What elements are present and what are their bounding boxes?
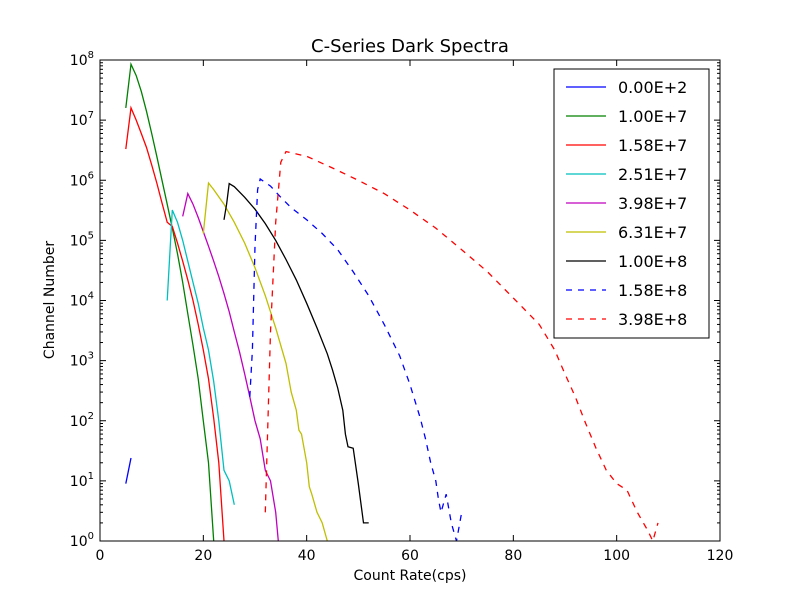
legend-label: 1.58E+7 xyxy=(618,136,687,155)
y-tick-label: 105 xyxy=(70,230,94,249)
legend-label: 1.00E+7 xyxy=(618,107,687,126)
legend-label: 1.58E+8 xyxy=(618,281,687,300)
x-tick-label: 20 xyxy=(194,548,212,564)
x-tick-label: 80 xyxy=(504,548,522,564)
x-tick-label: 60 xyxy=(401,548,419,564)
series-line-1 xyxy=(125,61,215,541)
legend-label: 2.51E+7 xyxy=(618,165,687,184)
y-tick-label: 108 xyxy=(70,50,94,69)
legend-label: 6.31E+7 xyxy=(618,223,687,242)
series-line-0 xyxy=(125,457,132,484)
legend-label: 1.00E+8 xyxy=(618,252,687,271)
legend-label: 3.98E+8 xyxy=(618,310,687,329)
x-axis: 0 20 40 60 80 100 120 xyxy=(96,60,734,564)
legend-label: 3.98E+7 xyxy=(618,194,687,213)
legend: 0.00E+2 1.00E+7 1.58E+7 2.51E+7 3.98E+7 6.31E… xyxy=(553,68,710,339)
x-tick-label: 100 xyxy=(603,548,630,564)
series-line-3 xyxy=(166,209,235,505)
x-tick-label: 0 xyxy=(96,548,105,564)
series-line-4 xyxy=(182,191,279,541)
y-axis-label: Channel Number xyxy=(42,241,58,359)
y-tick-label: 107 xyxy=(70,110,94,129)
y-tick-label: 101 xyxy=(70,471,94,490)
x-axis-label: Count Rate(cps) xyxy=(354,568,467,584)
series-line-7 xyxy=(249,177,463,541)
y-tick-label: 106 xyxy=(70,170,94,189)
series-line-6 xyxy=(223,182,369,524)
series-layer xyxy=(125,61,659,541)
legend-label: 0.00E+2 xyxy=(618,78,687,97)
chart-title: C-Series Dark Spectra xyxy=(311,36,509,57)
x-tick-label: 40 xyxy=(298,548,316,564)
y-axis: 100 101 102 103 104 105 106 107 108 xyxy=(70,50,720,550)
y-tick-label: 102 xyxy=(70,411,94,430)
y-tick-label: 103 xyxy=(70,351,94,370)
series-line-2 xyxy=(125,105,225,541)
y-tick-label: 100 xyxy=(70,531,94,550)
x-tick-label: 120 xyxy=(707,548,734,564)
y-tick-label: 104 xyxy=(70,291,94,310)
series-line-8 xyxy=(264,150,659,541)
